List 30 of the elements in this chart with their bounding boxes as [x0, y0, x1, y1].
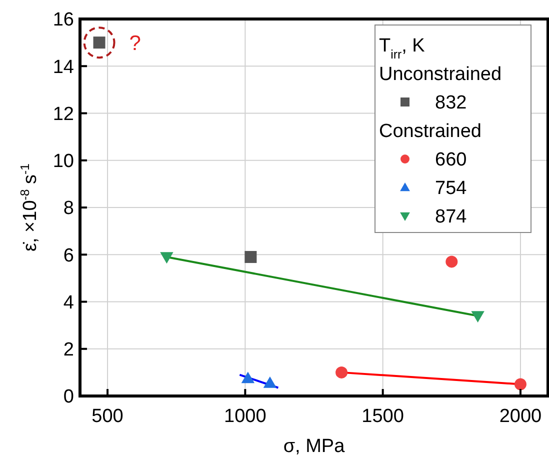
point [446, 256, 458, 268]
y-tick-label: 0 [63, 386, 74, 408]
annotation: ? [129, 32, 141, 55]
point [241, 372, 255, 384]
point [514, 378, 526, 390]
point [244, 250, 257, 263]
x-tick-label: 1500 [362, 406, 404, 427]
y-tick-label: 16 [52, 10, 74, 31]
y-tick-label: 4 [63, 292, 74, 314]
legend-label: 832 [435, 92, 467, 114]
legend-label: 660 [435, 150, 467, 171]
point [160, 252, 174, 264]
y-tick-label: 2 [63, 340, 74, 361]
point [336, 366, 348, 378]
x-tick-label: 2000 [499, 406, 542, 427]
legend-label: 874 [435, 206, 468, 228]
legend-title: T$_{irr}$, K [379, 36, 426, 62]
x-axis-title: σ, MPa [283, 436, 346, 457]
y-tick-label: 6 [63, 245, 74, 266]
y-tick-label: 10 [52, 151, 74, 172]
annotation: Constrained [379, 121, 482, 142]
y-tick-label: 14 [52, 56, 74, 78]
x-tick-label: 500 [92, 406, 124, 427]
legend-label: 754 [435, 178, 468, 200]
point [263, 376, 277, 388]
point [471, 311, 484, 322]
y-tick-label: 12 [52, 104, 74, 125]
annotation: Unconstrained [379, 64, 502, 86]
x-tick-label: 1000 [224, 406, 266, 427]
y-tick-label: 8 [63, 198, 74, 220]
